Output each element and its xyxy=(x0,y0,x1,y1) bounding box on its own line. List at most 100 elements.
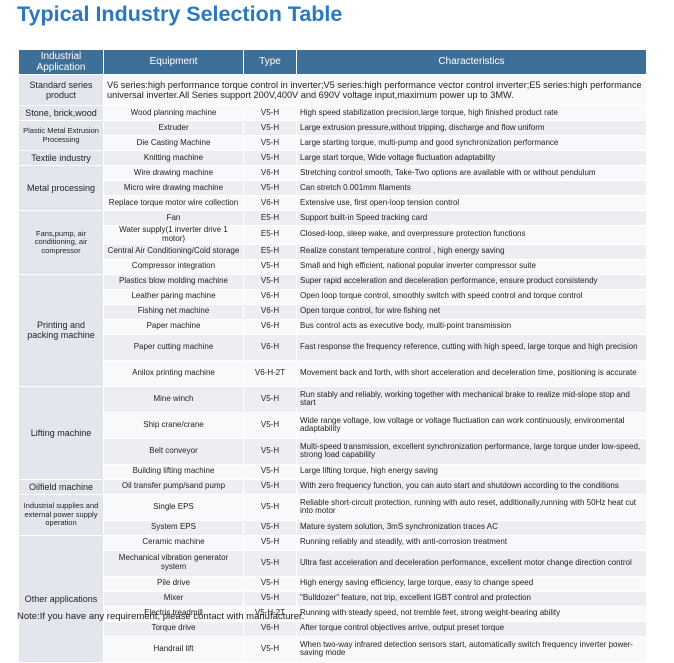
table-row: Stone, brick,wood Wood planning machine V5… xyxy=(18,105,647,121)
characteristics-cell: Running with steady speed, not tremble f… xyxy=(296,605,647,622)
characteristics-cell: Movement back and forth, with short acce… xyxy=(296,359,647,387)
characteristics-cell: Reliable short-circuit protection, runni… xyxy=(296,493,647,521)
equipment-cell: Wire drawing machine xyxy=(103,165,244,181)
characteristics-cell: When two-way infrared detection sensors … xyxy=(296,635,647,663)
application-cell: Lifting machine xyxy=(18,385,104,480)
characteristics-cell: Large start torque, Wide voltage fluctua… xyxy=(296,150,647,166)
application-cell: Fans,pump, air conditioning, air compres… xyxy=(18,210,104,275)
equipment-cell: Central Air Conditioning/Cold storage xyxy=(103,243,244,260)
application-cell: Metal processing xyxy=(18,165,104,211)
type-cell: E5-H xyxy=(243,243,297,260)
table-row: Textile industry Knitting machine V5-H Larg… xyxy=(18,150,647,166)
table-row: Water supply(1 inverter drive 1 motor) E5… xyxy=(19,225,647,245)
characteristics-cell: Large extrusion pressure,without trippin… xyxy=(296,120,647,136)
table-row: Oilfield machine Oil transfer pump/sand p… xyxy=(18,478,647,495)
characteristics-cell: Can stretch 0.001mm filaments xyxy=(296,180,647,196)
table-row: Anilox printing machine V6-H-2T Movement b… xyxy=(19,359,647,387)
table-row: Building lifting machine V5-H Large liftin… xyxy=(19,463,647,480)
application-cell: Oilfield machine xyxy=(18,478,104,495)
table-row: Metal processing Wire drawing machine V6-H… xyxy=(18,165,647,211)
equipment-cell: Fan xyxy=(103,210,244,226)
equipment-cell: Electric treadmill xyxy=(103,605,244,622)
type-cell: V5-H xyxy=(243,120,297,136)
characteristics-cell: After torque control objectives arrive, … xyxy=(296,620,647,637)
equipment-cell: Paper machine xyxy=(103,318,244,335)
type-cell: V5-H xyxy=(243,180,297,196)
table-row: Compressor integration V5-H Small and high… xyxy=(19,258,647,275)
equipment-cell: Knitting machine xyxy=(103,150,244,166)
type-cell: V6-H xyxy=(243,288,297,305)
characteristics-cell: Bus control acts as executive body, mult… xyxy=(296,318,647,335)
equipment-cell: Ship crane/crane xyxy=(103,411,244,439)
table-row: Central Air Conditioning/Cold storage E5-… xyxy=(19,243,647,260)
equipment-cell: Wood planning machine xyxy=(103,105,244,121)
type-cell: V5-H xyxy=(243,105,297,121)
type-cell: V5-H xyxy=(243,493,297,521)
table-row: Ship crane/crane V5-H Wide range voltage, … xyxy=(19,411,647,439)
type-cell: V5-H xyxy=(243,135,297,151)
type-cell: V6-H xyxy=(243,195,297,211)
characteristics-cell: Stretching control smooth, Take-Two opti… xyxy=(296,165,647,181)
table-row: Micro wire drawing machine V5-H Can stretc… xyxy=(19,180,647,196)
type-cell: V5-H xyxy=(243,150,297,166)
application-cell: Plastic Metal Extrusion Processing xyxy=(18,120,104,151)
characteristics-cell: Running reliably and steadily, with anti… xyxy=(296,534,647,551)
equipment-cell: Leather paring machine xyxy=(103,288,244,305)
type-cell: E5-H xyxy=(243,225,297,245)
table-row: Torque drive V6-H After torque control obj… xyxy=(19,620,647,637)
type-cell: V5-H xyxy=(243,575,297,592)
equipment-cell: Water supply(1 inverter drive 1 motor) xyxy=(103,225,244,245)
equipment-cell: Paper cutting machine xyxy=(103,333,244,361)
equipment-cell: Handrail lift xyxy=(103,635,244,663)
type-cell: V6-H xyxy=(243,620,297,637)
equipment-cell: Fishing net machine xyxy=(103,303,244,320)
table-row: Replace torque motor wire collection V6-H… xyxy=(19,195,647,211)
equipment-cell: Belt conveyor xyxy=(103,437,244,465)
table-row: Mechanical vibration generator system V5-… xyxy=(19,549,647,577)
characteristics-cell: Multi-speed transmission, excellent sync… xyxy=(296,437,647,465)
characteristics-cell: Fast response the frequency reference, c… xyxy=(296,333,647,361)
characteristics-cell: High speed stabilization precision,large… xyxy=(296,105,647,121)
application-cell: Industrial supplies and external power s… xyxy=(18,493,104,536)
type-cell: V6-H xyxy=(243,303,297,320)
table-row: Plastic Metal Extrusion Processing Extrud… xyxy=(18,120,647,151)
type-cell: V5-H xyxy=(243,411,297,439)
header-characteristics: Characteristics xyxy=(296,49,647,75)
type-cell: V5-H xyxy=(243,463,297,480)
characteristics-cell: Extensive use, first open-loop tension c… xyxy=(296,195,647,211)
characteristics-cell: "Bulldozer" feature, not trip, excellent… xyxy=(296,590,647,607)
equipment-cell: Mine winch xyxy=(103,385,244,413)
characteristics-cell: Large starting torque, multi-pump and go… xyxy=(296,135,647,151)
equipment-cell: Single EPS xyxy=(103,493,244,521)
equipment-cell: Torque drive xyxy=(103,620,244,637)
table-row: Belt conveyor V5-H Multi-speed transmissio… xyxy=(19,437,647,465)
table-header-row: Industrial Application Equipment Type Ch… xyxy=(18,49,647,75)
characteristics-cell: Realize constant temperature control , h… xyxy=(296,243,647,260)
table-row: Paper cutting machine V6-H Fast response t… xyxy=(19,333,647,361)
equipment-cell: Ceramic machine xyxy=(103,534,244,551)
header-equipment: Equipment xyxy=(103,49,244,75)
type-cell: V5-H xyxy=(243,437,297,465)
type-cell: V6-H xyxy=(243,333,297,361)
equipment-cell: Oil transfer pump/sand pump xyxy=(103,478,244,495)
type-cell: V5-H xyxy=(243,534,297,551)
table-row: Die Casting Machine V5-H Large starting to… xyxy=(19,135,647,151)
table-row: Paper machine V6-H Bus control acts as exe… xyxy=(19,318,647,335)
equipment-cell: Building lifting machine xyxy=(103,463,244,480)
type-cell: V5-H xyxy=(243,258,297,275)
table-row: Pile drive V5-H High energy saving efficie… xyxy=(19,575,647,592)
characteristics-cell: Open torque control, for wire fishing ne… xyxy=(296,303,647,320)
table-row: Industrial supplies and external power s… xyxy=(18,493,647,536)
equipment-cell: Pile drive xyxy=(103,575,244,592)
type-cell: V5-H xyxy=(243,635,297,663)
equipment-cell: Mixer xyxy=(103,590,244,607)
characteristics-cell: With zero frequency function, you can au… xyxy=(296,478,647,495)
characteristics-cell: High energy saving efficiency, large tor… xyxy=(296,575,647,592)
characteristics-cell: Wide range voltage, low voltage or volta… xyxy=(296,411,647,439)
type-cell: V5-H xyxy=(243,590,297,607)
application-cell: Textile industry xyxy=(18,150,104,166)
page-title: Typical Industry Selection Table xyxy=(17,2,343,26)
equipment-cell: Plastics blow molding machine xyxy=(103,273,244,290)
industry-selection-table: Industrial Application Equipment Type Ch… xyxy=(18,49,647,663)
equipment-cell: Replace torque motor wire collection xyxy=(103,195,244,211)
